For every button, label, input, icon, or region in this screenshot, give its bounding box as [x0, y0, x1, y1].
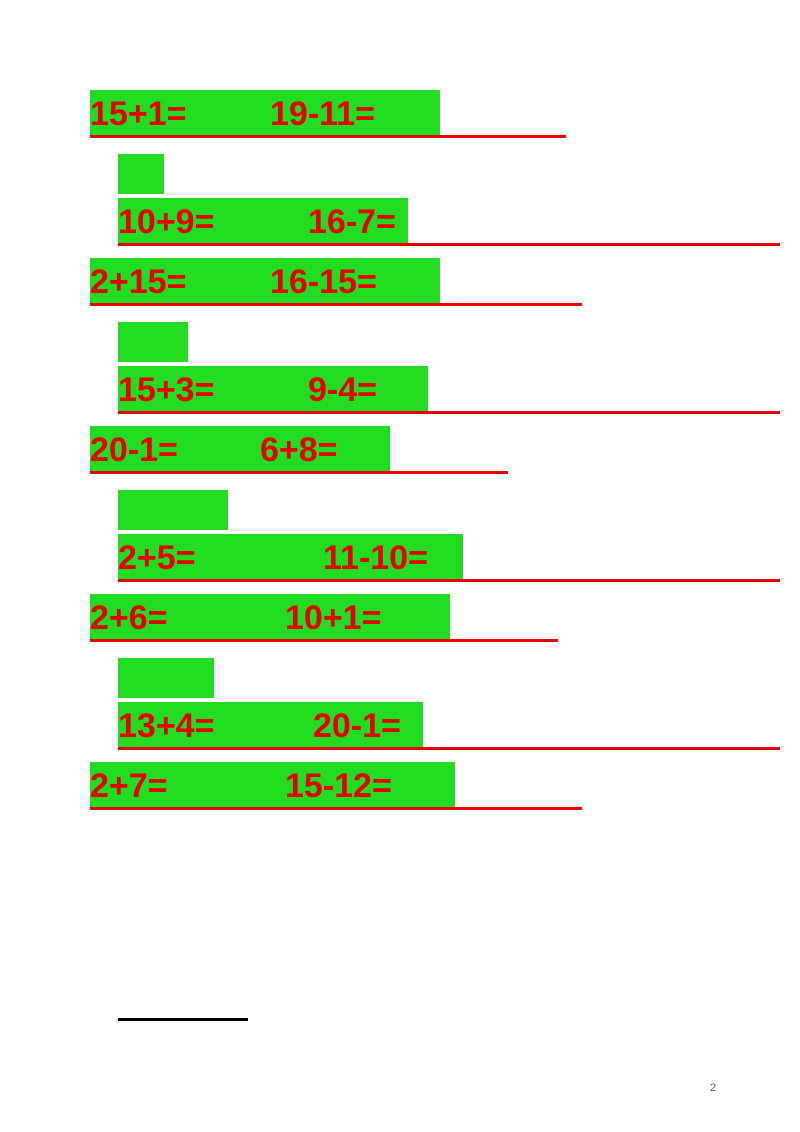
- red-underline: [90, 471, 508, 474]
- right-problem: 9-4=: [308, 366, 428, 414]
- left-problem: 13+4=: [118, 702, 313, 750]
- right-problem: 19-11=: [270, 90, 440, 138]
- red-underline: [90, 135, 566, 138]
- problem-row: 15+3=9-4=: [90, 366, 730, 414]
- page-number: 2: [710, 1082, 716, 1094]
- left-problem: 2+15=: [90, 258, 270, 306]
- left-problem: 2+7=: [90, 762, 285, 810]
- right-problem: 11-10=: [323, 534, 463, 582]
- problem-group: 2+6=10+1=: [90, 594, 730, 642]
- problem-row: 2+7=15-12=: [90, 762, 730, 810]
- worksheet-page: 15+1=19-11= 10+9=16-7= 2+15=16-15= 15+3=9-4…: [90, 90, 730, 850]
- highlight-tick: [118, 658, 214, 698]
- red-underline: [90, 303, 582, 306]
- red-underline: [118, 579, 780, 582]
- red-underline: [90, 639, 558, 642]
- red-underline: [90, 807, 582, 810]
- red-underline: [118, 243, 780, 246]
- right-problem: 15-12=: [285, 762, 455, 810]
- problem-group: 15+3=9-4=: [90, 366, 730, 414]
- right-problem: 6+8=: [260, 426, 390, 474]
- problem-row: 13+4=20-1=: [90, 702, 730, 750]
- problem-row: 15+1=19-11=: [90, 90, 730, 138]
- problem-group: 2+5=11-10=: [90, 534, 730, 582]
- right-problem: 16-7=: [308, 198, 408, 246]
- left-problem: 20-1=: [90, 426, 260, 474]
- problem-group: 15+1=19-11=: [90, 90, 730, 138]
- left-problem: 2+5=: [118, 534, 323, 582]
- problem-row: 2+15=16-15=: [90, 258, 730, 306]
- problem-row: 20-1=6+8=: [90, 426, 730, 474]
- right-problem: 16-15=: [270, 258, 440, 306]
- red-underline: [118, 411, 780, 414]
- left-problem: 15+3=: [118, 366, 308, 414]
- problem-row: 10+9=16-7=: [90, 198, 730, 246]
- highlight-tick: [118, 490, 228, 530]
- problem-group: 2+15=16-15=: [90, 258, 730, 306]
- problem-group: 13+4=20-1=: [90, 702, 730, 750]
- red-underline: [118, 747, 780, 750]
- problem-group: 20-1=6+8=: [90, 426, 730, 474]
- left-problem: 10+9=: [118, 198, 308, 246]
- highlight-tick: [118, 154, 164, 194]
- problem-group: 10+9=16-7=: [90, 198, 730, 246]
- left-problem: 2+6=: [90, 594, 285, 642]
- right-problem: 20-1=: [313, 702, 423, 750]
- left-problem: 15+1=: [90, 90, 270, 138]
- right-problem: 10+1=: [285, 594, 450, 642]
- highlight-tick: [118, 322, 188, 362]
- problem-group: 2+7=15-12=: [90, 762, 730, 810]
- problem-row: 2+5=11-10=: [90, 534, 730, 582]
- problem-row: 2+6=10+1=: [90, 594, 730, 642]
- bottom-rule: [118, 1018, 248, 1021]
